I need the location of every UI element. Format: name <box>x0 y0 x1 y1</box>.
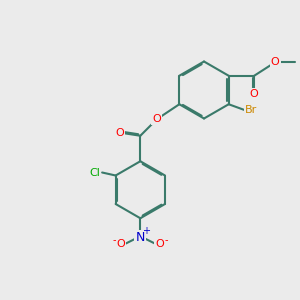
Text: O: O <box>250 89 259 99</box>
Text: +: + <box>142 226 150 236</box>
Text: -: - <box>112 235 116 245</box>
Text: Cl: Cl <box>89 167 100 178</box>
Text: Br: Br <box>245 105 257 115</box>
Text: O: O <box>116 239 125 249</box>
Text: O: O <box>271 57 280 67</box>
Text: N: N <box>136 231 145 244</box>
Text: -: - <box>165 235 169 245</box>
Text: O: O <box>155 239 164 249</box>
Text: O: O <box>152 114 161 124</box>
Text: O: O <box>115 128 124 138</box>
